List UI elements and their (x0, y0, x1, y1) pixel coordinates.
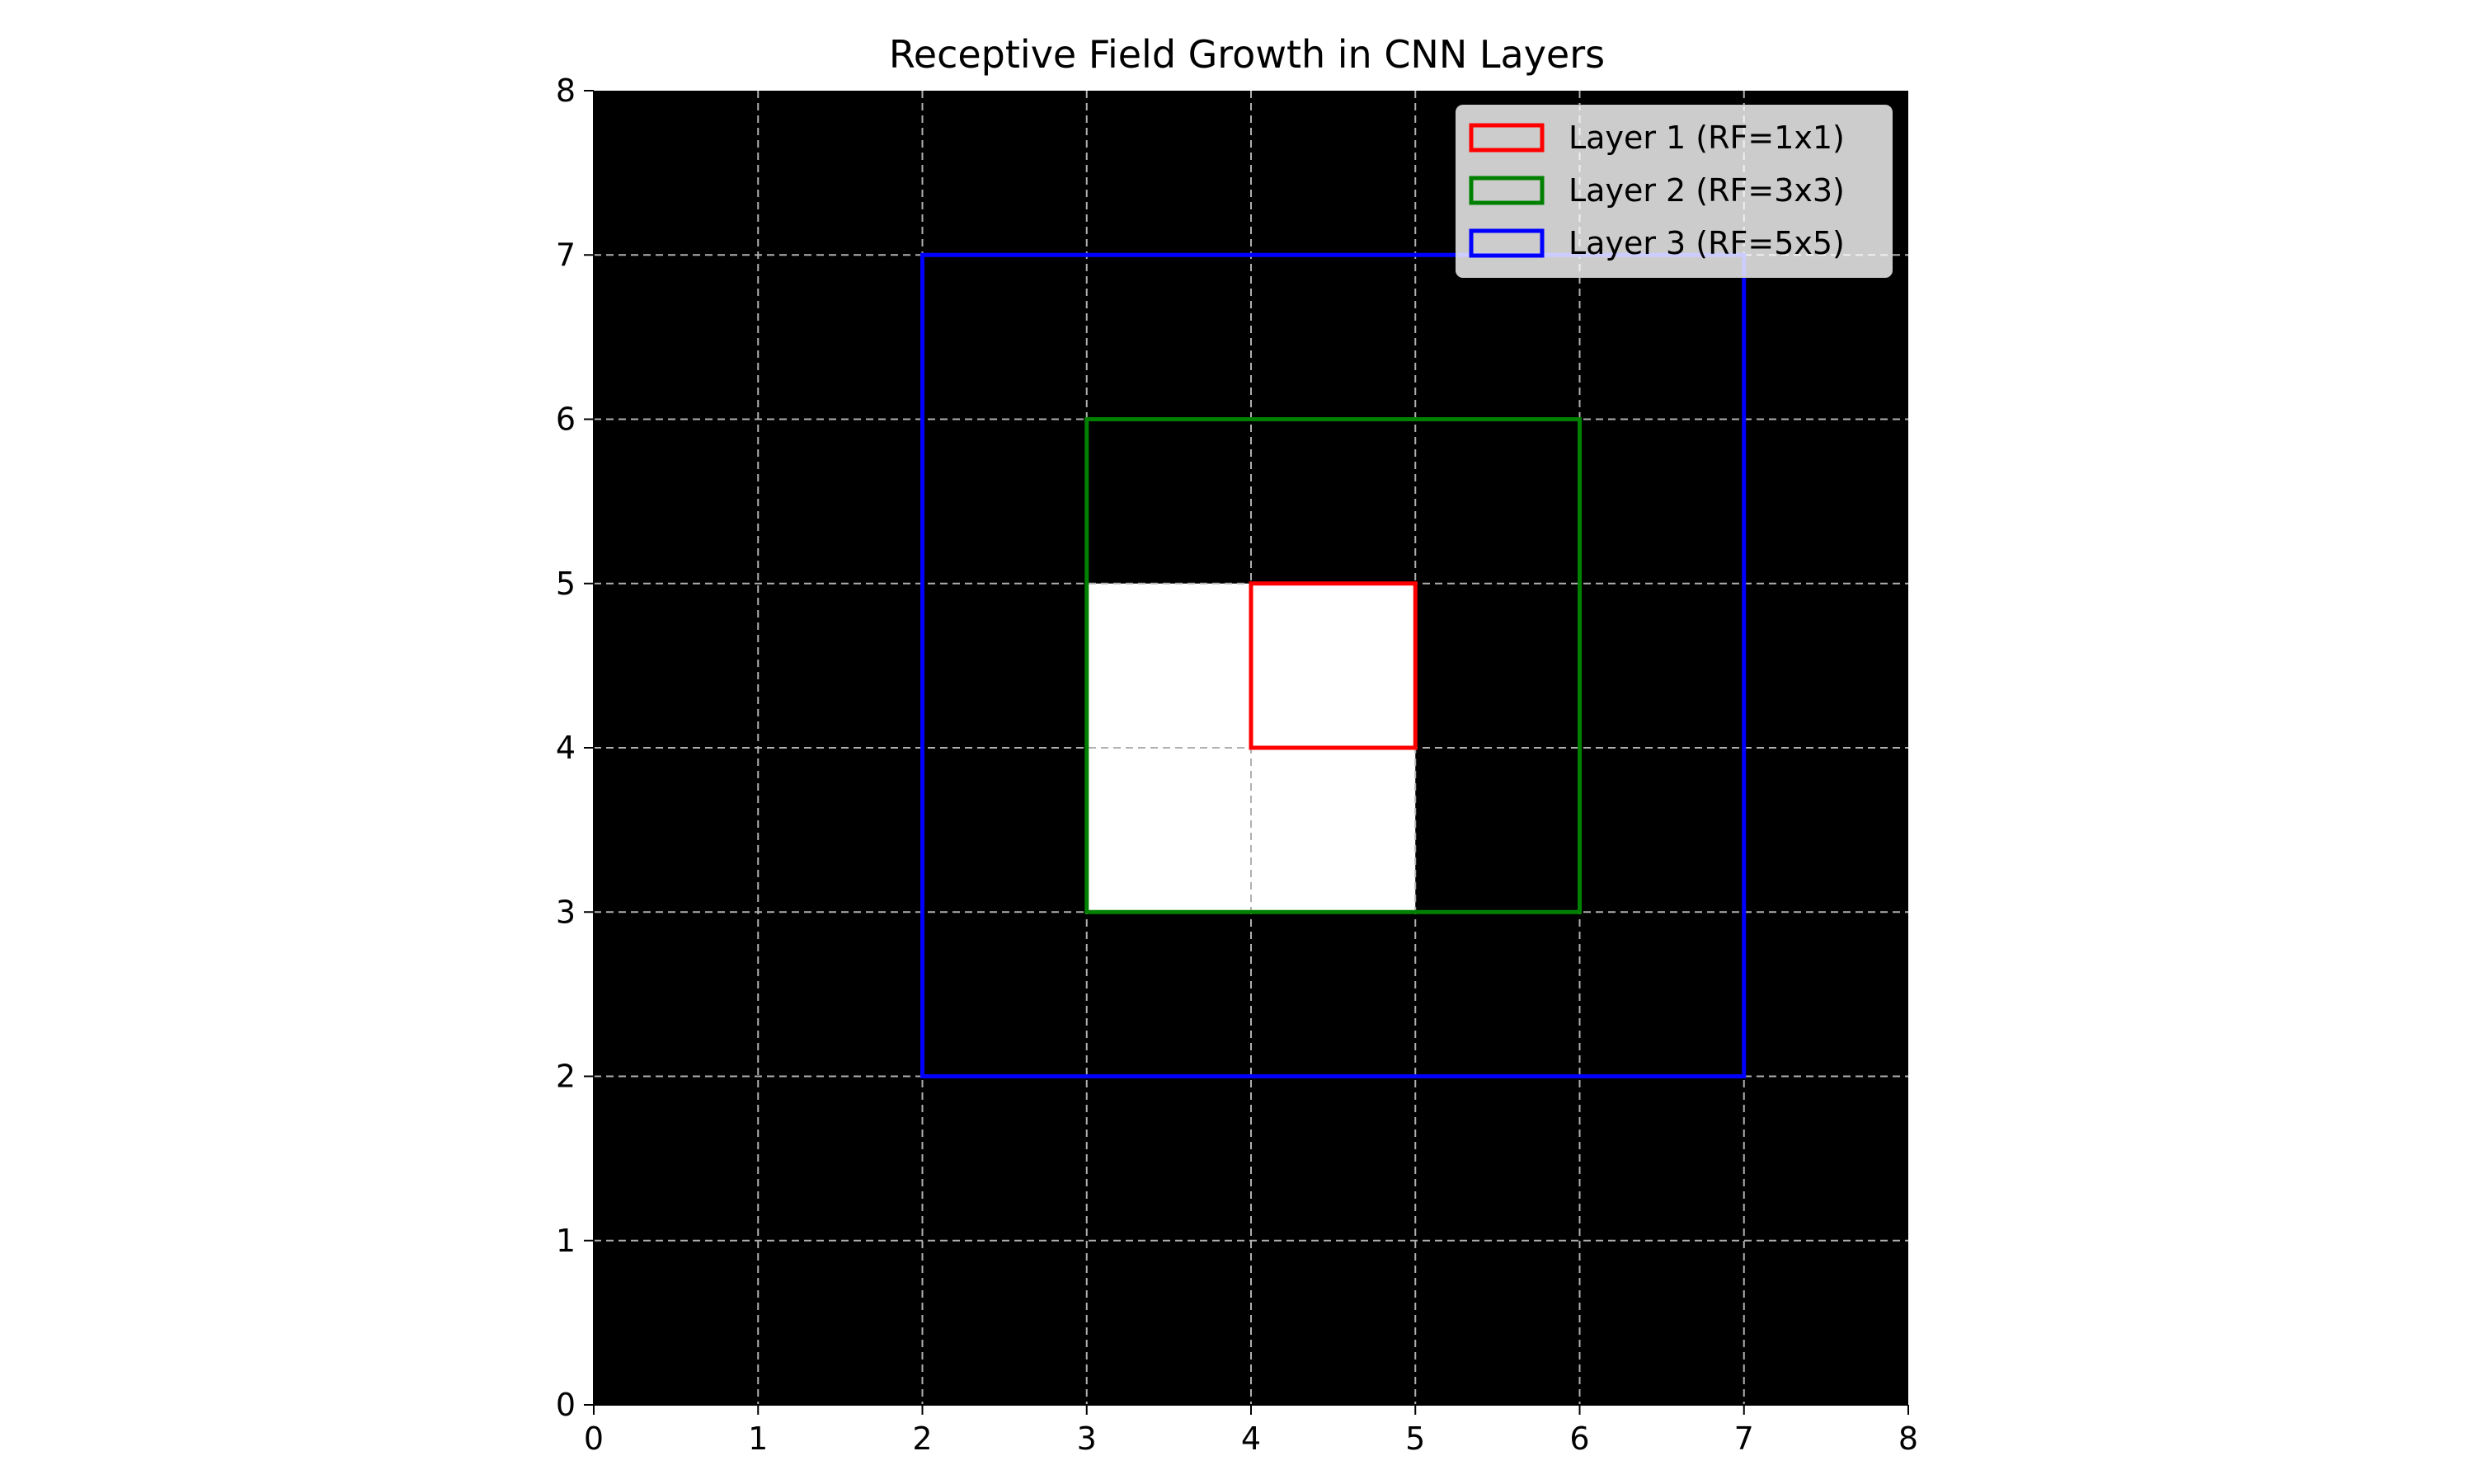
legend-label-layer-3: Layer 3 (RF=5x5) (1569, 225, 1845, 261)
legend-box (1456, 105, 1893, 278)
x-tick-label-2: 2 (912, 1421, 932, 1457)
x-tick-label-1: 1 (748, 1421, 768, 1457)
plot-area: 0 1 2 3 4 5 6 7 8 0 1 2 3 4 5 6 7 8 (556, 73, 1918, 1457)
white-cell-3 (1086, 583, 1251, 748)
y-tick-label-0: 0 (556, 1387, 576, 1423)
x-tick-label-4: 4 (1241, 1421, 1261, 1457)
white-cell-2 (1251, 748, 1416, 913)
y-tick-label-2: 2 (556, 1059, 576, 1095)
receptive-field-layer-1 (1249, 581, 1418, 750)
x-tick-label-5: 5 (1405, 1421, 1425, 1457)
x-tick-label-3: 3 (1077, 1421, 1097, 1457)
chart-title: Receptive Field Growth in CNN Layers (889, 32, 1605, 77)
y-tick-label-7: 7 (556, 237, 576, 273)
white-cell-4 (1251, 583, 1416, 748)
x-tick-label-8: 8 (1898, 1421, 1918, 1457)
y-tick-label-6: 6 (556, 402, 576, 438)
white-cell-1 (1086, 748, 1251, 913)
legend-swatch-layer-3 (1469, 228, 1545, 258)
x-tick-label-6: 6 (1569, 1421, 1589, 1457)
y-tick-label-8: 8 (556, 73, 576, 109)
legend-swatch-layer-2 (1469, 176, 1545, 205)
legend: Layer 1 (RF=1x1) Layer 2 (RF=3x3) Layer 3 … (1456, 105, 1893, 278)
y-tick-label-1: 1 (556, 1223, 576, 1259)
y-tick-label-4: 4 (556, 730, 576, 766)
y-tick-label-3: 3 (556, 894, 576, 930)
receptive-field-layer-2 (1084, 417, 1582, 914)
receptive-field-layer-3 (920, 252, 1747, 1078)
legend-swatch-layer-1 (1469, 123, 1545, 153)
legend-label-layer-2: Layer 2 (RF=3x3) (1569, 172, 1845, 209)
x-tick-label-7: 7 (1734, 1421, 1754, 1457)
y-tick-label-5: 5 (556, 566, 576, 602)
legend-label-layer-1: Layer 1 (RF=1x1) (1569, 120, 1845, 156)
x-tick-label-0: 0 (584, 1421, 604, 1457)
